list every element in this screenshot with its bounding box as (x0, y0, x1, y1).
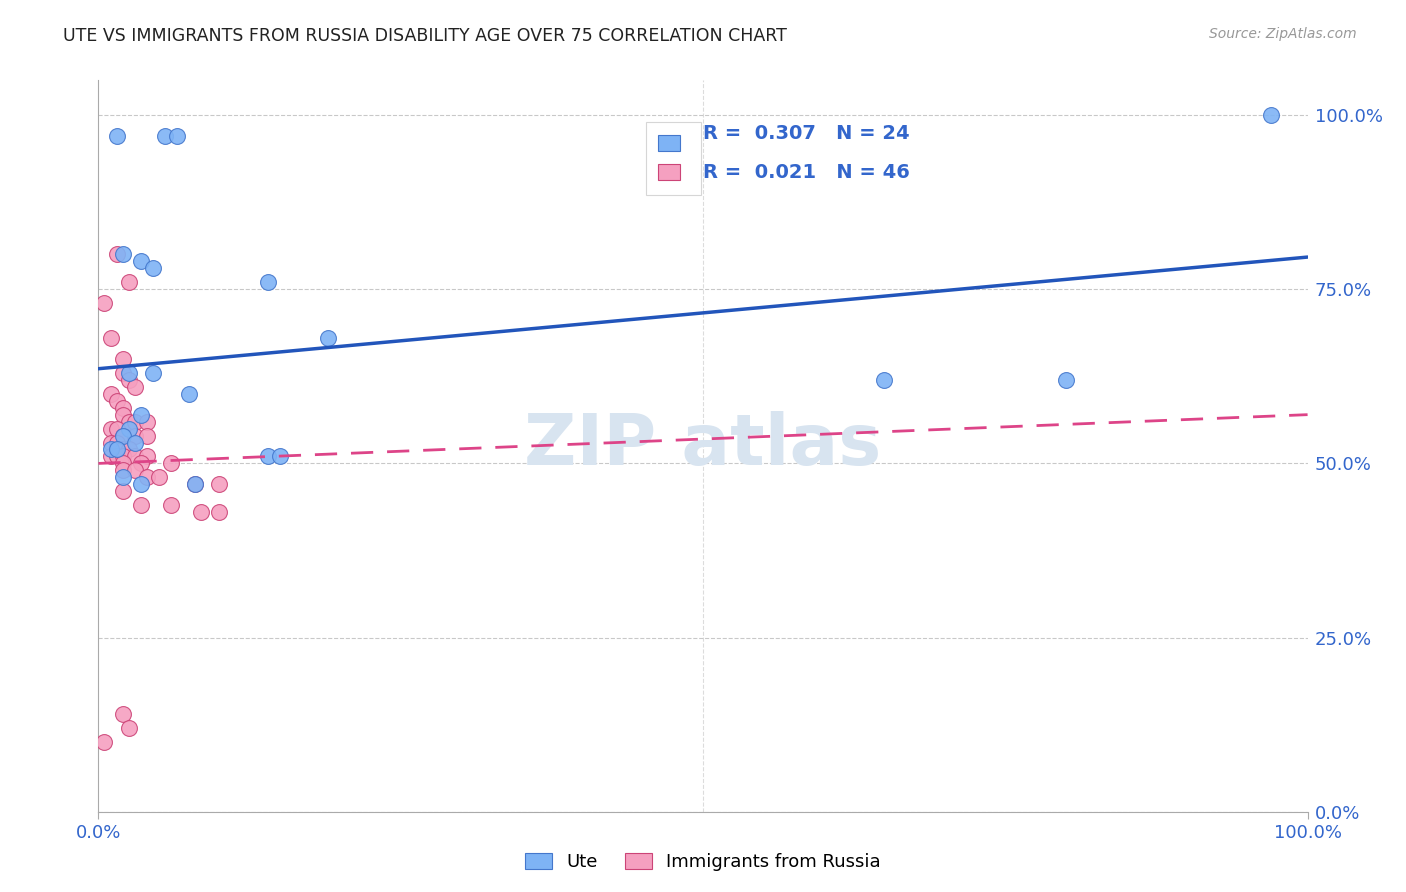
Point (184, 477, 207, 491)
Point (100, 450, 122, 464)
Point (105, 442, 128, 457)
Point (118, 373, 141, 387)
Point (105, 128, 128, 143)
Point (160, 498, 183, 512)
Text: R =  0.021   N = 46: R = 0.021 N = 46 (703, 163, 910, 182)
Point (129, 498, 152, 512)
Point (93, 735, 115, 749)
Point (111, 457, 134, 471)
Point (100, 421, 122, 435)
Point (1054, 373, 1077, 387)
Text: UTE VS IMMIGRANTS FROM RUSSIA DISABILITY AGE OVER 75 CORRELATION CHART: UTE VS IMMIGRANTS FROM RUSSIA DISABILITY… (63, 27, 787, 45)
Point (135, 428, 157, 442)
Point (135, 470, 157, 484)
Point (142, 366, 165, 380)
Point (153, 128, 176, 143)
Point (100, 331, 122, 345)
Point (105, 435, 128, 450)
Point (166, 128, 188, 143)
Point (118, 366, 141, 380)
Point (111, 401, 134, 415)
Point (124, 428, 146, 442)
Point (111, 428, 134, 442)
Point (160, 457, 183, 471)
Point (256, 275, 278, 289)
Point (129, 477, 152, 491)
Point (111, 463, 134, 477)
Point (111, 428, 134, 442)
Point (105, 393, 128, 408)
Point (873, 373, 896, 387)
Point (118, 275, 141, 289)
Point (1260, 108, 1282, 122)
Point (269, 450, 291, 464)
Point (105, 450, 128, 464)
Point (100, 442, 122, 457)
Point (179, 386, 201, 401)
Point (142, 261, 165, 276)
Text: R =  0.307   N = 24: R = 0.307 N = 24 (703, 124, 910, 144)
Text: Source: ZipAtlas.com: Source: ZipAtlas.com (1209, 27, 1357, 41)
Point (111, 450, 134, 464)
Point (148, 470, 170, 484)
Point (124, 415, 146, 429)
Point (118, 721, 141, 735)
Point (129, 457, 152, 471)
Point (118, 421, 141, 435)
Point (111, 351, 134, 366)
Point (124, 380, 146, 394)
Point (316, 331, 339, 345)
Point (111, 442, 134, 457)
Point (256, 450, 278, 464)
Point (105, 247, 128, 261)
Legend: Ute, Immigrants from Russia: Ute, Immigrants from Russia (517, 846, 889, 879)
Point (208, 505, 231, 519)
Point (184, 477, 207, 491)
Point (124, 435, 146, 450)
Legend: , : , (645, 122, 702, 194)
Point (208, 477, 231, 491)
Point (135, 450, 157, 464)
Point (129, 408, 152, 422)
Point (105, 421, 128, 435)
Point (111, 408, 134, 422)
Point (111, 366, 134, 380)
Point (111, 484, 134, 499)
Point (111, 707, 134, 722)
Point (124, 463, 146, 477)
Point (118, 442, 141, 457)
Point (124, 450, 146, 464)
Point (135, 415, 157, 429)
Point (129, 254, 152, 268)
Point (100, 435, 122, 450)
Point (93, 296, 115, 310)
Point (190, 505, 212, 519)
Point (111, 247, 134, 261)
Point (118, 415, 141, 429)
Point (100, 386, 122, 401)
Text: ZIP atlas: ZIP atlas (524, 411, 882, 481)
Point (111, 470, 134, 484)
